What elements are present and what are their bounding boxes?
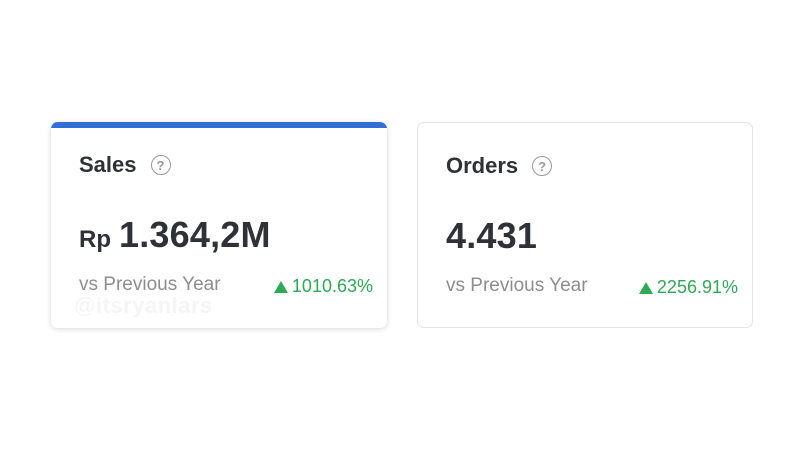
sales-compare-label: vs Previous Year bbox=[79, 274, 221, 295]
orders-value: 4.431 bbox=[446, 215, 538, 256]
sales-change-value: 1010.63% bbox=[291, 276, 373, 296]
sales-value: 1.364,2M bbox=[119, 214, 271, 255]
orders-title-row: Orders ? bbox=[446, 153, 553, 179]
sales-currency: Rp bbox=[79, 226, 111, 253]
triangle-up-icon bbox=[273, 280, 288, 293]
sales-metric-card[interactable]: Sales ? Rp 1.364,2M vs Previous Year 101… bbox=[51, 122, 387, 328]
sales-change: 1010.63% bbox=[273, 276, 373, 297]
orders-metric-card[interactable]: Orders ? 4.431 vs Previous Year 2256.91% bbox=[417, 122, 753, 328]
orders-change: 2256.91% bbox=[638, 277, 738, 298]
question-circle-icon[interactable]: ? bbox=[150, 155, 171, 175]
sales-value-row: Rp 1.364,2M bbox=[79, 214, 271, 256]
orders-title: Orders bbox=[446, 153, 519, 178]
triangle-up-icon bbox=[638, 281, 653, 294]
orders-value-row: 4.431 bbox=[446, 215, 537, 257]
question-circle-icon[interactable]: ? bbox=[532, 156, 553, 176]
selected-indicator-bar bbox=[51, 122, 387, 128]
sales-title-row: Sales ? bbox=[79, 152, 171, 178]
sales-title: Sales bbox=[79, 152, 137, 177]
orders-change-value: 2256.91% bbox=[656, 277, 738, 297]
orders-compare-label: vs Previous Year bbox=[446, 275, 588, 296]
